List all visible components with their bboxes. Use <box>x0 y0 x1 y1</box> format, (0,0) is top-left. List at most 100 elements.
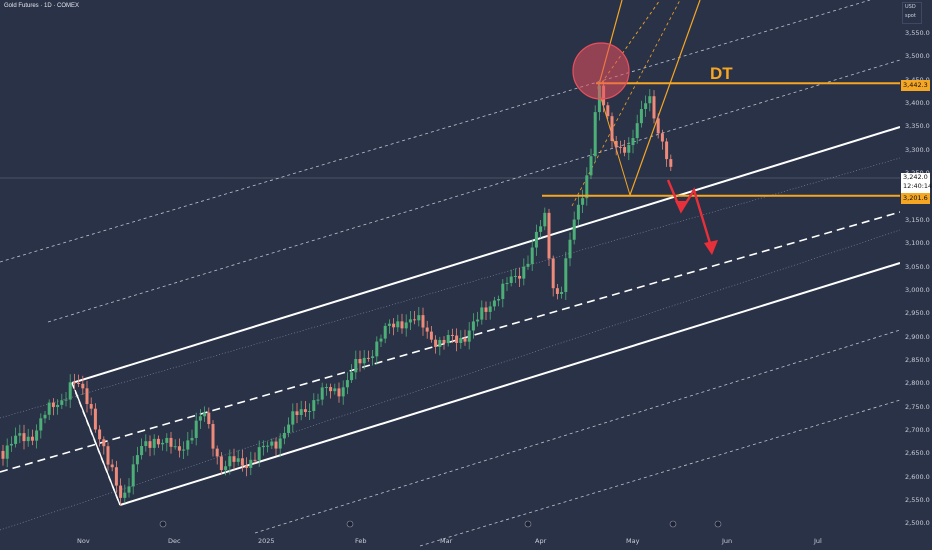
candle <box>618 140 622 154</box>
candle <box>161 439 165 451</box>
candle <box>660 129 664 150</box>
candle <box>446 329 450 347</box>
event-marker-icon <box>669 520 677 528</box>
candle <box>35 424 39 449</box>
candle <box>534 224 538 256</box>
candle <box>467 322 471 350</box>
candle <box>119 478 123 507</box>
candle <box>14 427 18 448</box>
current-price-badge: 3,242.0 12:40:14 <box>901 173 932 193</box>
x-tick-label: Dec <box>168 537 181 545</box>
price-axis[interactable] <box>900 0 932 550</box>
outer-lower2-dashed-line <box>419 399 901 547</box>
candle <box>219 452 223 475</box>
candle <box>442 336 446 350</box>
candle <box>186 431 190 456</box>
candle <box>194 412 198 446</box>
y-tick-label: 3,400.0 <box>905 99 930 108</box>
candle <box>114 460 118 494</box>
y-tick-label: 3,100.0 <box>905 239 930 248</box>
currency-box[interactable]: USD spot <box>902 2 922 24</box>
candle <box>211 420 215 457</box>
quarter-dotted-line <box>0 157 901 419</box>
y-tick-label: 2,500.0 <box>905 519 930 528</box>
candle <box>669 154 673 172</box>
candle <box>39 413 43 439</box>
candle <box>30 429 34 446</box>
fan-line-outer <box>571 0 681 207</box>
candle <box>568 232 572 267</box>
candle <box>413 310 417 325</box>
candle <box>631 129 635 154</box>
candle <box>547 208 551 267</box>
candle <box>207 407 211 429</box>
candle <box>396 314 400 333</box>
candle <box>463 329 467 346</box>
candle <box>648 89 652 112</box>
currency-label: USD <box>905 4 916 10</box>
candle <box>513 268 517 283</box>
candle <box>26 428 30 447</box>
candle <box>85 380 89 413</box>
forecast-arrow-icon <box>704 240 718 255</box>
candle <box>350 364 354 384</box>
candle <box>530 239 534 271</box>
candle <box>417 307 421 327</box>
countdown-timer: 12:40:14 <box>903 182 932 190</box>
event-marker-icon <box>159 520 167 528</box>
y-tick-label: 3,300.0 <box>905 145 930 154</box>
candle <box>215 445 219 465</box>
candle <box>68 374 72 408</box>
y-tick-label: 3,500.0 <box>905 52 930 61</box>
y-tick-label: 3,550.0 <box>905 29 930 37</box>
candle <box>169 431 173 454</box>
candle <box>22 424 26 450</box>
candle <box>408 310 412 331</box>
candle <box>106 442 110 471</box>
candle <box>383 322 387 344</box>
candle <box>627 137 631 161</box>
current-price-value: 3,242.0 <box>903 173 928 181</box>
y-tick-label: 2,700.0 <box>905 425 930 434</box>
symbol-title[interactable]: Gold Futures · 1D · COMEX <box>4 3 80 9</box>
candle <box>282 426 286 445</box>
y-tick-label: 2,750.0 <box>905 402 930 411</box>
forecast-arrow-icon <box>675 201 688 213</box>
candle <box>400 313 404 334</box>
candle <box>56 399 60 415</box>
candle <box>375 336 379 365</box>
candle <box>77 374 81 388</box>
candle <box>614 136 618 156</box>
candle <box>488 301 492 320</box>
forecast-path-line <box>666 179 714 251</box>
candle <box>245 457 249 477</box>
candle <box>354 350 358 380</box>
candle <box>123 484 127 504</box>
candle <box>9 436 13 452</box>
candle <box>589 148 593 180</box>
candle <box>564 251 568 300</box>
candle <box>110 459 114 472</box>
candle <box>93 403 97 433</box>
candle <box>366 350 370 362</box>
fan-line-right <box>629 0 701 196</box>
candle <box>392 318 396 336</box>
outer-upper2-dashed-line <box>0 0 871 263</box>
quarter-lower-dotted-line <box>0 229 901 531</box>
candle <box>371 350 375 366</box>
candle <box>312 393 316 419</box>
candle <box>316 393 320 405</box>
candle <box>232 448 236 470</box>
double-top-label[interactable]: DT <box>710 64 733 83</box>
candle <box>337 382 341 403</box>
y-tick-label: 2,850.0 <box>905 355 930 364</box>
x-tick-label: Nov <box>77 537 90 545</box>
y-tick-label: 3,050.0 <box>905 262 930 271</box>
outer-upper-dashed-line <box>47 59 901 323</box>
candle <box>274 437 278 456</box>
candle <box>329 383 333 399</box>
candle <box>576 196 580 225</box>
candle <box>249 451 253 476</box>
x-tick-label: Apr <box>535 537 547 545</box>
